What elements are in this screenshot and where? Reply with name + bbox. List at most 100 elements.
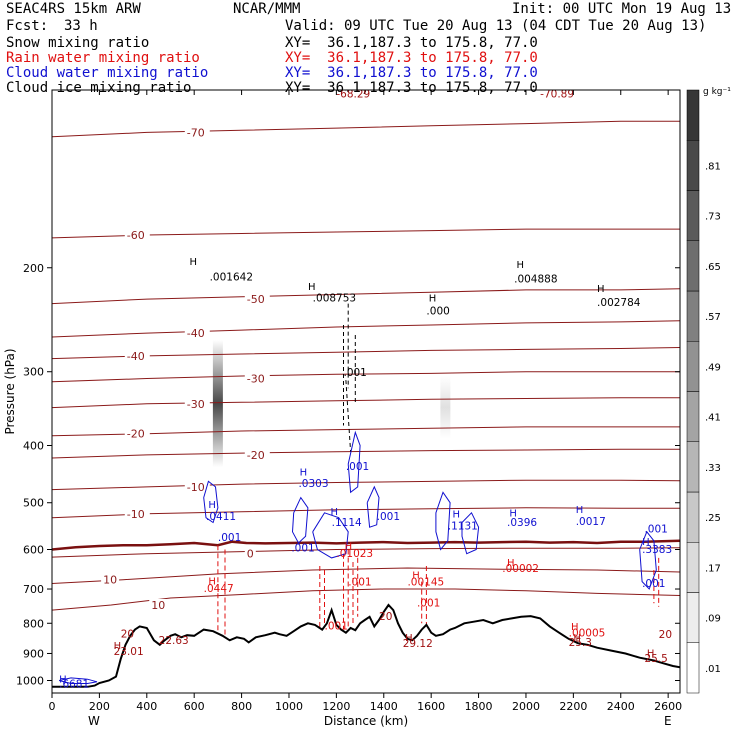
isotherm-label-bg [149, 598, 168, 610]
value-label-13: .001 [377, 511, 400, 523]
colorbar-cell [686, 240, 700, 292]
fcst-label: Fcst: [6, 18, 49, 34]
h-marker-5: H [300, 468, 308, 479]
colorbar-tick-label: .09 [705, 614, 721, 625]
isotherm-label-bg [244, 293, 270, 305]
colorbar-tick-label: .17 [705, 563, 721, 574]
isotherm-line [52, 567, 680, 584]
value-label-14: .1131 [448, 520, 478, 532]
isotherm-line [52, 479, 680, 491]
h-marker-14: H [507, 558, 515, 569]
h-marker-10: H [576, 505, 584, 516]
isotherm-label-bg [124, 228, 150, 240]
x-tick-label: 1600 [417, 700, 445, 713]
x-tick-label: 1800 [465, 700, 493, 713]
colorbar-cell [686, 140, 700, 191]
h-marker-6: H [208, 500, 216, 511]
value-label-20: .001 [291, 543, 314, 555]
isotherm-line [52, 547, 680, 558]
colorbar-cell [686, 290, 700, 342]
cloud-water-contour-1 [291, 496, 309, 544]
cloud-water-contour-8 [58, 677, 98, 684]
valid-time: Valid: 09 UTC Tue 20 Aug 13 (04 CDT Tue … [285, 18, 707, 34]
cloud-water-contour-3 [347, 430, 361, 494]
x-tick-label: 2400 [607, 700, 635, 713]
isotherm-label: -20 [127, 428, 145, 441]
x-tick-label: 200 [89, 700, 110, 713]
init-time: Init: 00 UTC Mon 19 Aug 13 [512, 1, 732, 17]
colorbar-cell [686, 592, 700, 643]
colorbar-tick-label: .57 [705, 312, 721, 323]
isotherm-line [52, 588, 680, 611]
h-marker-0: H [189, 257, 197, 268]
cloud-water-contour-2 [312, 512, 349, 559]
terrain-fill [52, 605, 680, 693]
h-marker-19: H [405, 633, 413, 644]
h-marker-16: H [412, 571, 420, 582]
value-label-33: 25.5 [644, 653, 667, 665]
snow-shading-0 [212, 339, 223, 468]
isotherm-label: -10 [127, 508, 145, 521]
colorbar-tick-label: .81 [705, 161, 721, 172]
h-marker-13: H [345, 541, 353, 552]
isotherm-label: -20 [247, 449, 265, 462]
value-label-37: .6681 [59, 679, 89, 691]
cloud-water-contour-5 [435, 491, 451, 551]
east-label: E [664, 714, 672, 728]
value-label-30: 23.01 [114, 646, 144, 658]
isotherm-label: 0 [247, 548, 254, 561]
isotherm-line [52, 507, 680, 519]
value-label-31: 29.12 [403, 638, 433, 650]
isotherm-label-bg [124, 507, 150, 519]
y-tick-label: 400 [23, 440, 44, 453]
y-tick-label: 800 [23, 617, 44, 630]
isotherm-label: 10 [151, 599, 165, 612]
x-tick-label: 1200 [322, 700, 350, 713]
value-label-15: .0396 [507, 517, 537, 529]
fcst-value: 33 h [64, 18, 98, 34]
value-label-3: .000 [426, 306, 449, 318]
value-label-27: .001 [325, 621, 348, 633]
y-tick-label: 200 [23, 262, 44, 275]
colorbar-tick-label: .73 [705, 212, 721, 223]
value-label-17: .001 [644, 524, 667, 536]
x-tick-label: 600 [184, 700, 205, 713]
isotherm-label: -50 [247, 293, 265, 306]
cloud-water-contour-7 [639, 530, 657, 590]
colorbar-cell [686, 441, 700, 493]
field-snow-name: Snow mixing ratio [6, 35, 150, 51]
isotherm-label: -60 [127, 229, 145, 242]
west-label: W [88, 714, 100, 728]
colorbar-unit: g kg⁻¹ [703, 87, 731, 97]
h-marker-11: H [642, 537, 650, 548]
colorbar-cell [686, 190, 700, 241]
x-tick-label: 2600 [654, 700, 682, 713]
value-label-29: 22.63 [159, 635, 189, 647]
value-label-36: 20 [659, 629, 672, 641]
y-tick-label: 700 [23, 583, 44, 596]
snow-shading-1 [440, 375, 451, 440]
freezing-level-line [52, 539, 680, 551]
value-label-28: .00005 [569, 627, 606, 639]
isotherm-line [52, 228, 680, 239]
isotherm-label-bg [244, 547, 256, 559]
colorbar-cell [686, 491, 700, 543]
plot-area: 10 10 0 -10 -10 -20 -20 -30 -30 -40 -40 -50 -60 -70 H H… [52, 90, 680, 693]
x-tick-label: 400 [136, 700, 157, 713]
value-label-35: 20 [379, 611, 392, 623]
y-tick-label: 500 [23, 497, 44, 510]
cloud-water-contour-0 [203, 480, 219, 524]
h-marker-12: H [59, 675, 67, 686]
isotherm-label: -30 [247, 372, 265, 385]
field-snow-xy: XY= 36.1,187.3 to 175.8, 77.0 [285, 35, 538, 51]
value-label-11: .001 [218, 532, 241, 544]
h-marker-1: H [308, 282, 316, 293]
isotherm-line [52, 397, 680, 409]
h-marker-8: H [452, 510, 460, 521]
field-rain-xy: XY= 36.1,187.3 to 175.8, 77.0 [285, 50, 538, 66]
value-label-5: .002784 [597, 297, 641, 309]
isotherm-label: -40 [127, 350, 145, 363]
value-label-12: .1114 [332, 517, 362, 529]
isotherm-line [52, 426, 680, 437]
